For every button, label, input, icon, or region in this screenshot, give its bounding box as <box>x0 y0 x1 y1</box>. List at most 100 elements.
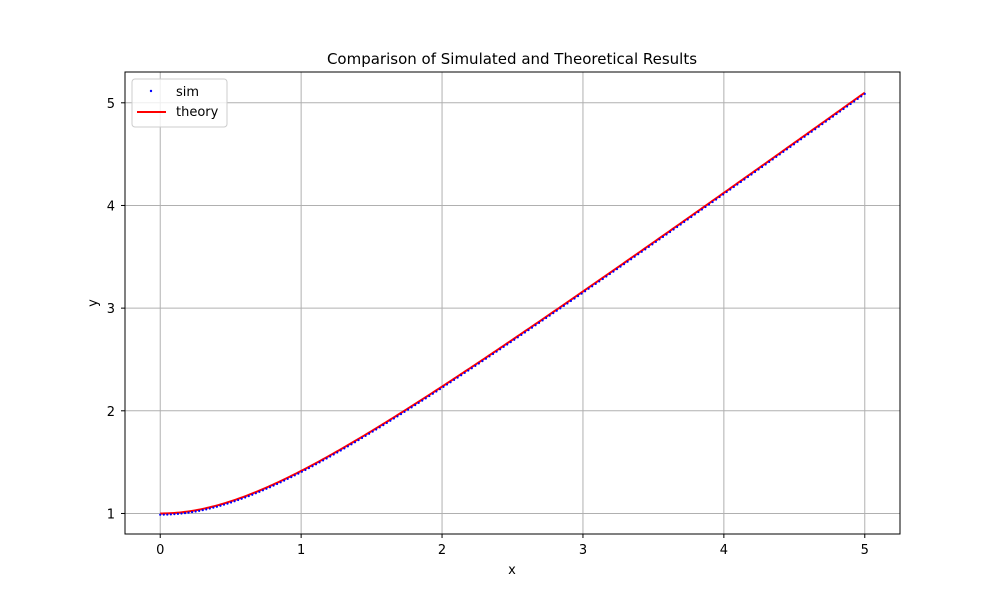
sim-point <box>396 415 399 418</box>
sim-point <box>307 467 311 470</box>
sim-point <box>594 282 597 285</box>
sim-point <box>311 465 314 468</box>
sim-point <box>775 155 778 159</box>
sim-point <box>513 338 516 341</box>
sim-point <box>336 451 339 454</box>
sim-point <box>569 299 573 303</box>
y-axis-ticks: 1 2 3 4 5 <box>107 97 125 522</box>
legend-sim-marker <box>149 89 153 93</box>
sim-point <box>753 170 757 174</box>
sim-point <box>357 439 360 442</box>
sim-point <box>385 421 388 425</box>
y-tick-label: 3 <box>107 302 115 317</box>
sim-point <box>410 406 413 409</box>
theory-series-layer <box>160 91 866 515</box>
sim-point <box>622 263 626 266</box>
legend-box <box>131 78 228 128</box>
sim-point <box>495 350 498 353</box>
sim-point <box>562 304 565 307</box>
legend: sim theory <box>131 78 228 128</box>
sim-point <box>304 468 307 472</box>
sim-point <box>598 280 601 283</box>
sim-point <box>481 360 484 363</box>
sim-point <box>750 173 753 176</box>
sim-point <box>799 138 803 141</box>
sim-point <box>229 501 233 504</box>
sim-point <box>630 258 633 261</box>
sim-point <box>215 505 218 508</box>
sim-point <box>778 153 781 156</box>
sim-point <box>523 331 526 334</box>
sim-point <box>265 487 268 490</box>
sim-point <box>219 504 222 507</box>
sim-point <box>530 326 534 329</box>
sim-point <box>251 493 254 496</box>
legend-sim-label: sim <box>176 85 199 100</box>
sim-point <box>339 449 342 452</box>
sim-point <box>583 290 587 293</box>
plot-frame <box>124 71 901 535</box>
x-axis-label: x <box>508 563 516 578</box>
sim-point <box>707 203 711 206</box>
chart-title: Comparison of Simulated and Theoretical … <box>327 50 697 68</box>
sim-point <box>658 238 661 241</box>
sim-point <box>863 92 866 95</box>
sim-point <box>785 148 788 151</box>
sim-point <box>697 210 700 214</box>
sim-point <box>329 455 332 458</box>
sim-point <box>644 248 647 251</box>
sim-point <box>173 513 176 516</box>
sim-point <box>771 158 774 161</box>
sim-point <box>821 123 824 126</box>
sim-point <box>736 183 739 186</box>
sim-point <box>371 430 374 433</box>
sim-point <box>842 107 845 111</box>
sim-series-layer <box>159 92 866 516</box>
sim-point <box>272 484 275 487</box>
sim-point <box>764 163 767 166</box>
sim-point <box>845 105 849 108</box>
sim-point <box>729 188 732 191</box>
x-axis-ticks: 0 1 2 3 4 5 <box>156 534 869 558</box>
sim-point <box>838 110 842 113</box>
sim-point <box>283 479 286 482</box>
sim-point <box>428 394 431 398</box>
sim-point <box>360 436 364 440</box>
sim-point <box>364 434 367 438</box>
sim-point <box>608 272 611 276</box>
sim-point <box>637 253 640 256</box>
sim-point <box>449 381 452 384</box>
sim-point <box>463 371 466 375</box>
sim-point <box>321 459 325 462</box>
sim-point <box>814 128 817 131</box>
sim-point <box>169 513 172 516</box>
sim-point <box>527 329 530 332</box>
sim-point <box>187 511 190 514</box>
sim-point <box>803 135 806 138</box>
sim-point <box>782 150 785 153</box>
sim-point <box>297 472 300 475</box>
sim-point <box>853 100 856 103</box>
sim-point <box>325 457 328 460</box>
sim-point <box>647 245 650 248</box>
sim-point <box>431 392 434 395</box>
y-tick-label: 5 <box>107 97 115 112</box>
sim-point <box>484 357 488 360</box>
sim-point <box>534 324 537 327</box>
sim-point <box>612 270 615 273</box>
y-tick-label: 2 <box>107 405 115 420</box>
sim-point <box>346 445 349 448</box>
sim-point <box>566 302 569 305</box>
sim-point <box>761 165 764 169</box>
sim-point <box>208 507 211 510</box>
sim-point <box>835 112 838 116</box>
sim-point <box>389 419 392 422</box>
sim-point <box>576 295 580 298</box>
sim-point <box>499 348 502 351</box>
sim-point <box>205 508 208 511</box>
sim-point <box>548 314 551 317</box>
sim-point <box>183 512 187 515</box>
sim-point <box>824 120 827 123</box>
sim-point <box>661 235 665 239</box>
